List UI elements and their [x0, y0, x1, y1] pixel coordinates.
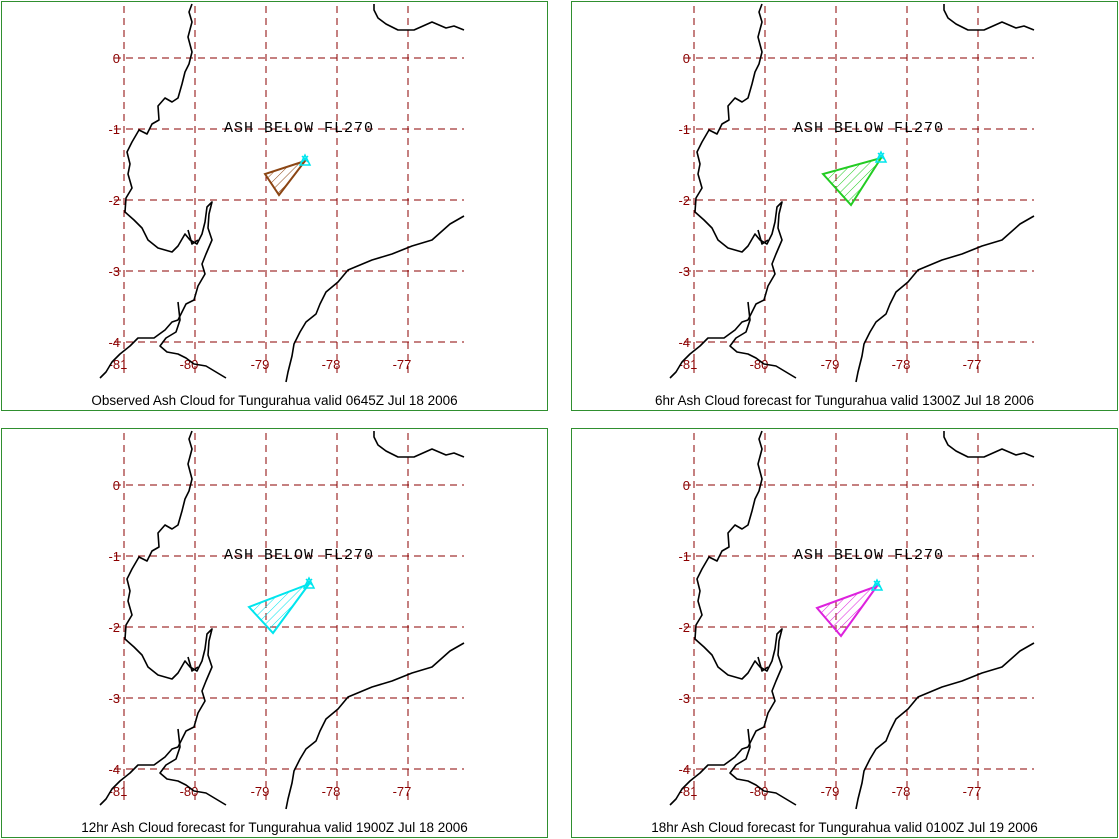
ash-cloud-polygon — [247, 581, 312, 635]
lon-tick-label: -77 — [393, 784, 412, 799]
coastline-segment — [159, 301, 227, 379]
map-panel-6hr: 0 -1 -2 -3 -4 -81 -80 -79 -78 -77 ASH BELOW FL270 … — [571, 1, 1118, 411]
lat-tick-label: -4 — [678, 762, 690, 777]
coastline-segment — [729, 301, 797, 379]
ash-cloud-polygon — [821, 156, 884, 207]
lon-tick-label: -77 — [963, 357, 982, 372]
coastline-segment — [757, 229, 769, 245]
volcano-vent-marker — [874, 150, 888, 163]
panel-caption: 12hr Ash Cloud forecast for Tungurahua v… — [81, 820, 468, 835]
vent-triangle — [298, 153, 312, 166]
lon-tick-label: -78 — [892, 357, 911, 372]
lat-tick-label: -3 — [678, 264, 690, 279]
coastline-segment — [285, 215, 465, 383]
coastline-segment — [373, 4, 465, 31]
lat-lon-grid — [114, 6, 464, 374]
lon-tick-label: -80 — [750, 357, 769, 372]
vent-triangle — [870, 578, 884, 591]
coastline-segment — [159, 728, 227, 806]
coastline-segment — [99, 3, 213, 379]
lon-tick-label: -77 — [393, 357, 412, 372]
coastline-segment — [943, 4, 1035, 31]
lon-tick-label: -79 — [821, 357, 840, 372]
lat-lon-grid — [684, 6, 1034, 374]
panel-caption: 18hr Ash Cloud forecast for Tungurahua v… — [651, 820, 1038, 835]
lat-tick-label: -1 — [678, 122, 690, 137]
vent-triangle — [302, 576, 316, 589]
coastline-segment — [285, 642, 465, 810]
coastline-segment — [669, 430, 783, 806]
volcano-vent-marker — [870, 578, 884, 591]
lat-tick-label: 0 — [683, 51, 690, 66]
lat-tick-label: -3 — [108, 691, 120, 706]
coastline-segment — [99, 430, 213, 806]
coastline-segment — [729, 728, 797, 806]
vent-triangle — [874, 150, 888, 163]
coastline-segment — [757, 656, 769, 672]
lat-lon-grid — [114, 433, 464, 801]
lat-tick-label: -2 — [678, 620, 690, 635]
lat-lon-grid — [684, 433, 1034, 801]
lat-tick-label: -4 — [678, 335, 690, 350]
lat-tick-label: -1 — [678, 549, 690, 564]
lat-tick-label: -3 — [678, 691, 690, 706]
coastline-segment — [855, 642, 1035, 810]
lon-tick-label: -79 — [251, 357, 270, 372]
lon-tick-label: -78 — [322, 357, 341, 372]
coastline — [99, 3, 465, 383]
map-panel-observed: 0 -1 -2 -3 -4 -81 -80 -79 -78 -77 ASH BELOW FL270 … — [1, 1, 548, 411]
coastline-segment — [187, 229, 199, 245]
volcano-vent-marker — [302, 576, 316, 589]
coastline — [669, 430, 1035, 810]
lon-tick-label: -79 — [251, 784, 270, 799]
lat-tick-label: 0 — [683, 478, 690, 493]
panel-caption: 6hr Ash Cloud forecast for Tungurahua va… — [655, 393, 1034, 408]
coastline-segment — [669, 3, 783, 379]
vent-x — [877, 152, 885, 160]
ash-annotation: ASH BELOW FL270 — [224, 547, 374, 564]
lat-tick-label: -4 — [108, 762, 120, 777]
ash-annotation: ASH BELOW FL270 — [224, 120, 374, 137]
lon-tick-label: -79 — [821, 784, 840, 799]
panel-caption: Observed Ash Cloud for Tungurahua valid … — [91, 393, 458, 408]
volcano-vent-marker — [298, 153, 312, 166]
ash-cloud-polygon — [263, 159, 308, 197]
lat-tick-label: -1 — [108, 122, 120, 137]
coastline-segment — [187, 656, 199, 672]
coastline — [99, 430, 465, 810]
lat-tick-label: -2 — [108, 620, 120, 635]
ash-cloud-polygon — [815, 583, 880, 638]
lon-tick-label: -77 — [963, 784, 982, 799]
vent-x — [305, 578, 313, 586]
lon-tick-label: -78 — [892, 784, 911, 799]
lon-tick-label: -80 — [180, 357, 199, 372]
lon-tick-label: -80 — [180, 784, 199, 799]
map-panel-18hr: 0 -1 -2 -3 -4 -81 -80 -79 -78 -77 ASH BELOW FL270 … — [571, 428, 1118, 838]
vent-x — [301, 155, 309, 163]
coastline-segment — [855, 215, 1035, 383]
lon-tick-label: -78 — [322, 784, 341, 799]
lat-tick-label: -3 — [108, 264, 120, 279]
vent-x — [873, 580, 881, 588]
lat-tick-label: 0 — [113, 478, 120, 493]
lat-tick-label: -4 — [108, 335, 120, 350]
lat-tick-label: -1 — [108, 549, 120, 564]
ash-annotation: ASH BELOW FL270 — [794, 547, 944, 564]
lon-tick-label: -80 — [750, 784, 769, 799]
coastline-segment — [943, 431, 1035, 458]
coastline — [669, 3, 1035, 383]
lat-tick-label: -2 — [108, 193, 120, 208]
lat-tick-label: 0 — [113, 51, 120, 66]
map-panel-12hr: 0 -1 -2 -3 -4 -81 -80 -79 -78 -77 ASH BELOW FL270 … — [1, 428, 548, 838]
lat-tick-label: -2 — [678, 193, 690, 208]
coastline-segment — [373, 431, 465, 458]
ash-annotation: ASH BELOW FL270 — [794, 120, 944, 137]
